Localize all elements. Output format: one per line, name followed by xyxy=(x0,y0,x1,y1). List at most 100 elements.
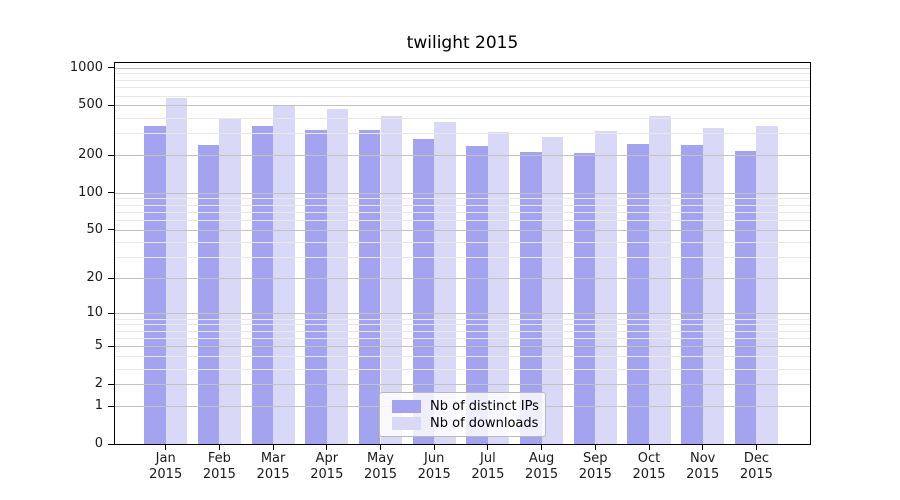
bar-nov-distinct-ips xyxy=(681,145,703,444)
x-ticklabel-apr: Apr 2015 xyxy=(299,451,355,483)
y-ticklabel-2: 2 xyxy=(94,376,103,392)
x-ticklabel-year: 2015 xyxy=(578,467,612,482)
y-tickmark-0 xyxy=(108,443,115,445)
x-ticklabel-mar: Mar 2015 xyxy=(245,451,301,483)
bar-sep-downloads xyxy=(595,130,617,444)
y-tickmark-1000 xyxy=(108,67,115,69)
gridline-major-2 xyxy=(115,384,810,386)
x-ticklabel-month: Nov xyxy=(690,451,716,466)
gridline-minor-60 xyxy=(115,220,810,222)
bar-mar-downloads xyxy=(273,106,295,444)
x-ticklabel-month: Jun xyxy=(424,451,445,466)
y-tickmark-1 xyxy=(108,405,115,407)
x-ticklabel-dec: Dec 2015 xyxy=(728,451,784,483)
legend-label-downloads: Nb of downloads xyxy=(430,415,539,431)
x-ticklabel-month: Sep xyxy=(583,451,608,466)
x-ticklabel-month: Mar xyxy=(260,451,286,466)
x-ticklabel-month: Apr xyxy=(315,451,339,466)
y-ticklabel-5: 5 xyxy=(94,338,103,354)
y-ticklabel-100: 100 xyxy=(78,184,103,200)
x-ticklabel-year: 2015 xyxy=(310,467,344,482)
gridline-minor-300 xyxy=(115,133,810,135)
bar-dec-downloads xyxy=(756,126,778,444)
gridline-minor-8 xyxy=(115,324,810,326)
gridline-minor-700 xyxy=(115,87,810,89)
gridline-major-5 xyxy=(115,346,810,348)
gridline-minor-3 xyxy=(115,368,810,370)
y-tickmark-200 xyxy=(108,154,115,156)
bar-may-distinct-ips xyxy=(358,129,381,444)
bar-dec-distinct-ips xyxy=(734,150,757,444)
x-tickmark-sep xyxy=(594,444,596,450)
y-tickmark-500 xyxy=(108,104,115,106)
x-ticklabel-nov: Nov 2015 xyxy=(675,451,731,483)
bar-jan-downloads xyxy=(165,98,188,444)
x-tickmark-apr xyxy=(326,444,328,450)
x-ticklabel-month: Feb xyxy=(207,451,231,466)
x-ticklabel-month: Oct xyxy=(637,451,661,466)
y-ticklabel-1000: 1000 xyxy=(69,59,103,75)
gridline-major-50 xyxy=(115,229,810,231)
x-ticklabel-jul: Jul 2015 xyxy=(460,451,516,483)
gridline-major-100 xyxy=(115,192,810,194)
legend-item-downloads: Nb of downloads xyxy=(392,415,539,431)
x-ticklabel-month: Dec xyxy=(743,451,769,466)
x-ticklabel-month: May xyxy=(367,451,394,466)
bar-oct-distinct-ips xyxy=(627,143,649,444)
y-tickmark-100 xyxy=(108,192,115,194)
x-ticklabel-year: 2015 xyxy=(739,467,773,482)
x-tickmark-dec xyxy=(755,444,757,450)
x-ticklabel-month: Jan xyxy=(155,451,176,466)
y-tickmark-2 xyxy=(108,383,115,385)
gridline-minor-7 xyxy=(115,330,810,332)
x-ticklabel-year: 2015 xyxy=(525,467,559,482)
grid-overlay-layer xyxy=(115,63,810,444)
x-ticklabel-oct: Oct 2015 xyxy=(621,451,677,483)
bar-nov-downloads xyxy=(702,128,725,444)
bar-sep-distinct-ips xyxy=(573,153,596,444)
legend-swatch-distinct-ips xyxy=(392,399,421,413)
gridline-minor-40 xyxy=(115,241,810,243)
gridline-major-500 xyxy=(115,105,810,107)
x-tickmark-nov xyxy=(702,444,704,450)
legend-label-distinct-ips: Nb of distinct IPs xyxy=(430,398,539,414)
bar-oct-downloads xyxy=(649,115,671,444)
x-ticklabel-year: 2015 xyxy=(202,467,236,482)
x-ticklabel-month: Jul xyxy=(480,451,496,466)
x-ticklabel-sep: Sep 2015 xyxy=(567,451,623,483)
x-tickmark-mar xyxy=(272,444,274,450)
x-ticklabel-year: 2015 xyxy=(417,467,451,482)
gridline-minor-600 xyxy=(115,95,810,97)
legend-item-distinct-ips: Nb of distinct IPs xyxy=(392,398,539,414)
y-ticklabel-20: 20 xyxy=(86,270,103,286)
bar-apr-distinct-ips xyxy=(305,130,327,444)
gridline-minor-9 xyxy=(115,318,810,320)
y-ticklabel-1: 1 xyxy=(94,398,103,414)
gridline-minor-30 xyxy=(115,256,810,258)
x-ticklabel-feb: Feb 2015 xyxy=(191,451,247,483)
gridline-major-10 xyxy=(115,313,810,315)
x-tickmark-jul xyxy=(487,444,489,450)
bar-feb-downloads xyxy=(219,117,241,444)
y-tickmark-5 xyxy=(108,345,115,347)
x-tickmark-feb xyxy=(218,444,220,450)
x-ticklabel-jun: Jun 2015 xyxy=(406,451,462,483)
gridline-major-200 xyxy=(115,155,810,157)
x-ticklabel-aug: Aug 2015 xyxy=(514,451,570,483)
x-ticklabel-year: 2015 xyxy=(149,467,183,482)
legend-swatch-downloads xyxy=(392,416,421,430)
x-ticklabel-year: 2015 xyxy=(256,467,290,482)
x-tickmark-aug xyxy=(541,444,543,450)
y-tickmark-20 xyxy=(108,277,115,279)
x-ticklabel-year: 2015 xyxy=(632,467,666,482)
gridline-minor-70 xyxy=(115,211,810,213)
chart-title: twilight 2015 xyxy=(406,33,519,53)
gridline-minor-90 xyxy=(115,198,810,200)
bar-feb-distinct-ips xyxy=(197,145,220,444)
plot-area: Nb of distinct IPs Nb of downloads xyxy=(114,62,811,445)
x-tickmark-may xyxy=(380,444,381,450)
bars-layer xyxy=(115,63,810,444)
gridline-minor-400 xyxy=(115,117,810,119)
x-ticklabel-jan: Jan 2015 xyxy=(138,451,194,483)
